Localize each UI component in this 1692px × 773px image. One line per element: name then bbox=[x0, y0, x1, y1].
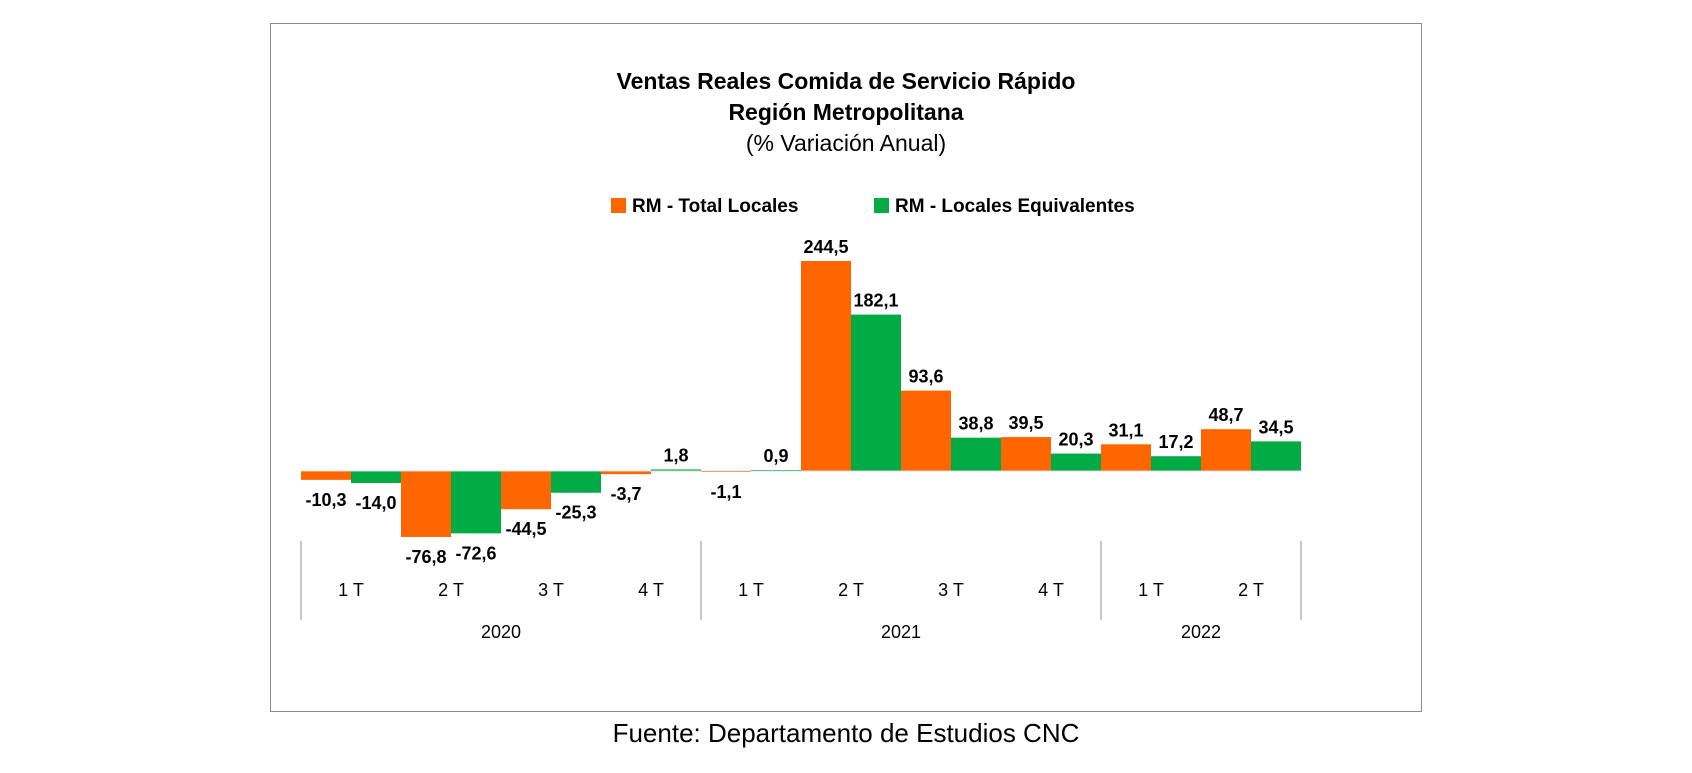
bar-total-locales-1 bbox=[401, 471, 451, 537]
legend-label-locales-equivalentes: RM - Locales Equivalentes bbox=[895, 196, 1135, 217]
source-note: Fuente: Departamento de Estudios CNC bbox=[612, 718, 1080, 748]
data-label-total-locales-9: 48,7 bbox=[1208, 405, 1243, 425]
bar-total-locales-3 bbox=[601, 471, 651, 475]
group-label-2022: 2022 bbox=[1181, 622, 1221, 642]
chart-subtitle: (% Variación Anual) bbox=[746, 130, 946, 156]
data-label-locales-equivalentes-4: 0,9 bbox=[763, 446, 788, 466]
group-label-2020: 2020 bbox=[481, 622, 521, 642]
group-label-2021: 2021 bbox=[881, 622, 921, 642]
legend-swatch-locales-equivalentes bbox=[874, 198, 889, 213]
data-labels-layer: -10,3 -76,8 -44,5 -3,7 -1,1 244,5 93,6 39,5 31,1… bbox=[305, 237, 1293, 567]
data-label-locales-equivalentes-9: 34,5 bbox=[1258, 417, 1293, 437]
bar-total-locales-5 bbox=[801, 261, 851, 471]
legend-swatch-total-locales bbox=[611, 198, 626, 213]
data-label-locales-equivalentes-8: 17,2 bbox=[1158, 432, 1193, 452]
tick-label-9: 2 T bbox=[1238, 580, 1264, 600]
data-label-locales-equivalentes-6: 38,8 bbox=[958, 414, 993, 434]
chart-frame: Ventas Reales Comida de Servicio Rápido … bbox=[270, 23, 1422, 712]
tick-label-0: 1 T bbox=[338, 580, 364, 600]
legend: RM - Total Locales RM - Locales Equivale… bbox=[611, 196, 1135, 217]
tick-label-1: 2 T bbox=[438, 580, 464, 600]
data-label-total-locales-4: -1,1 bbox=[710, 482, 741, 502]
bar-locales-equivalentes-9 bbox=[1251, 441, 1301, 471]
data-label-locales-equivalentes-3: 1,8 bbox=[663, 445, 688, 465]
bar-locales-equivalentes-1 bbox=[451, 471, 501, 534]
bar-locales-equivalentes-7 bbox=[1051, 453, 1101, 471]
tick-label-6: 3 T bbox=[938, 580, 964, 600]
data-label-total-locales-1: -76,8 bbox=[405, 547, 446, 567]
data-label-total-locales-3: -3,7 bbox=[610, 484, 641, 504]
bar-total-locales-0 bbox=[301, 471, 351, 480]
tick-label-8: 1 T bbox=[1138, 580, 1164, 600]
category-axis: 1 T 2 T 3 T 4 T 1 T 2 T 3 T 4 T 1 T 2 T 2020 2021 20… bbox=[300, 541, 1302, 642]
data-label-locales-equivalentes-0: -14,0 bbox=[355, 493, 396, 513]
data-label-locales-equivalentes-2: -25,3 bbox=[555, 503, 596, 523]
data-label-locales-equivalentes-1: -72,6 bbox=[455, 543, 496, 563]
data-label-total-locales-5: 244,5 bbox=[803, 237, 848, 257]
bar-total-locales-2 bbox=[501, 471, 551, 510]
tick-label-3: 4 T bbox=[638, 580, 664, 600]
tick-label-5: 2 T bbox=[838, 580, 864, 600]
tick-label-4: 1 T bbox=[738, 580, 764, 600]
data-label-total-locales-2: -44,5 bbox=[505, 519, 546, 539]
bar-locales-equivalentes-5 bbox=[851, 314, 901, 471]
bar-total-locales-8 bbox=[1101, 444, 1151, 471]
chart-title: Ventas Reales Comida de Servicio Rápido bbox=[617, 68, 1076, 94]
bar-total-locales-6 bbox=[901, 390, 951, 471]
bars-layer bbox=[301, 261, 1301, 537]
bar-locales-equivalentes-6 bbox=[951, 437, 1001, 471]
data-label-total-locales-8: 31,1 bbox=[1108, 420, 1143, 440]
bar-locales-equivalentes-3 bbox=[651, 469, 701, 471]
chart-title-line2: Región Metropolitana bbox=[728, 99, 963, 125]
tick-label-2: 3 T bbox=[538, 580, 564, 600]
data-label-total-locales-0: -10,3 bbox=[305, 490, 346, 510]
data-label-locales-equivalentes-7: 20,3 bbox=[1058, 430, 1093, 450]
bar-locales-equivalentes-8 bbox=[1151, 456, 1201, 471]
data-label-total-locales-6: 93,6 bbox=[908, 367, 943, 387]
legend-label-total-locales: RM - Total Locales bbox=[632, 196, 798, 217]
bar-chart: Ventas Reales Comida de Servicio Rápido … bbox=[300, 68, 1302, 642]
bar-locales-equivalentes-2 bbox=[551, 471, 601, 493]
data-label-locales-equivalentes-5: 182,1 bbox=[853, 291, 898, 311]
bar-total-locales-9 bbox=[1201, 429, 1251, 471]
tick-label-7: 4 T bbox=[1038, 580, 1064, 600]
bar-total-locales-7 bbox=[1001, 437, 1051, 471]
data-label-total-locales-7: 39,5 bbox=[1008, 413, 1043, 433]
bar-locales-equivalentes-0 bbox=[351, 471, 401, 484]
